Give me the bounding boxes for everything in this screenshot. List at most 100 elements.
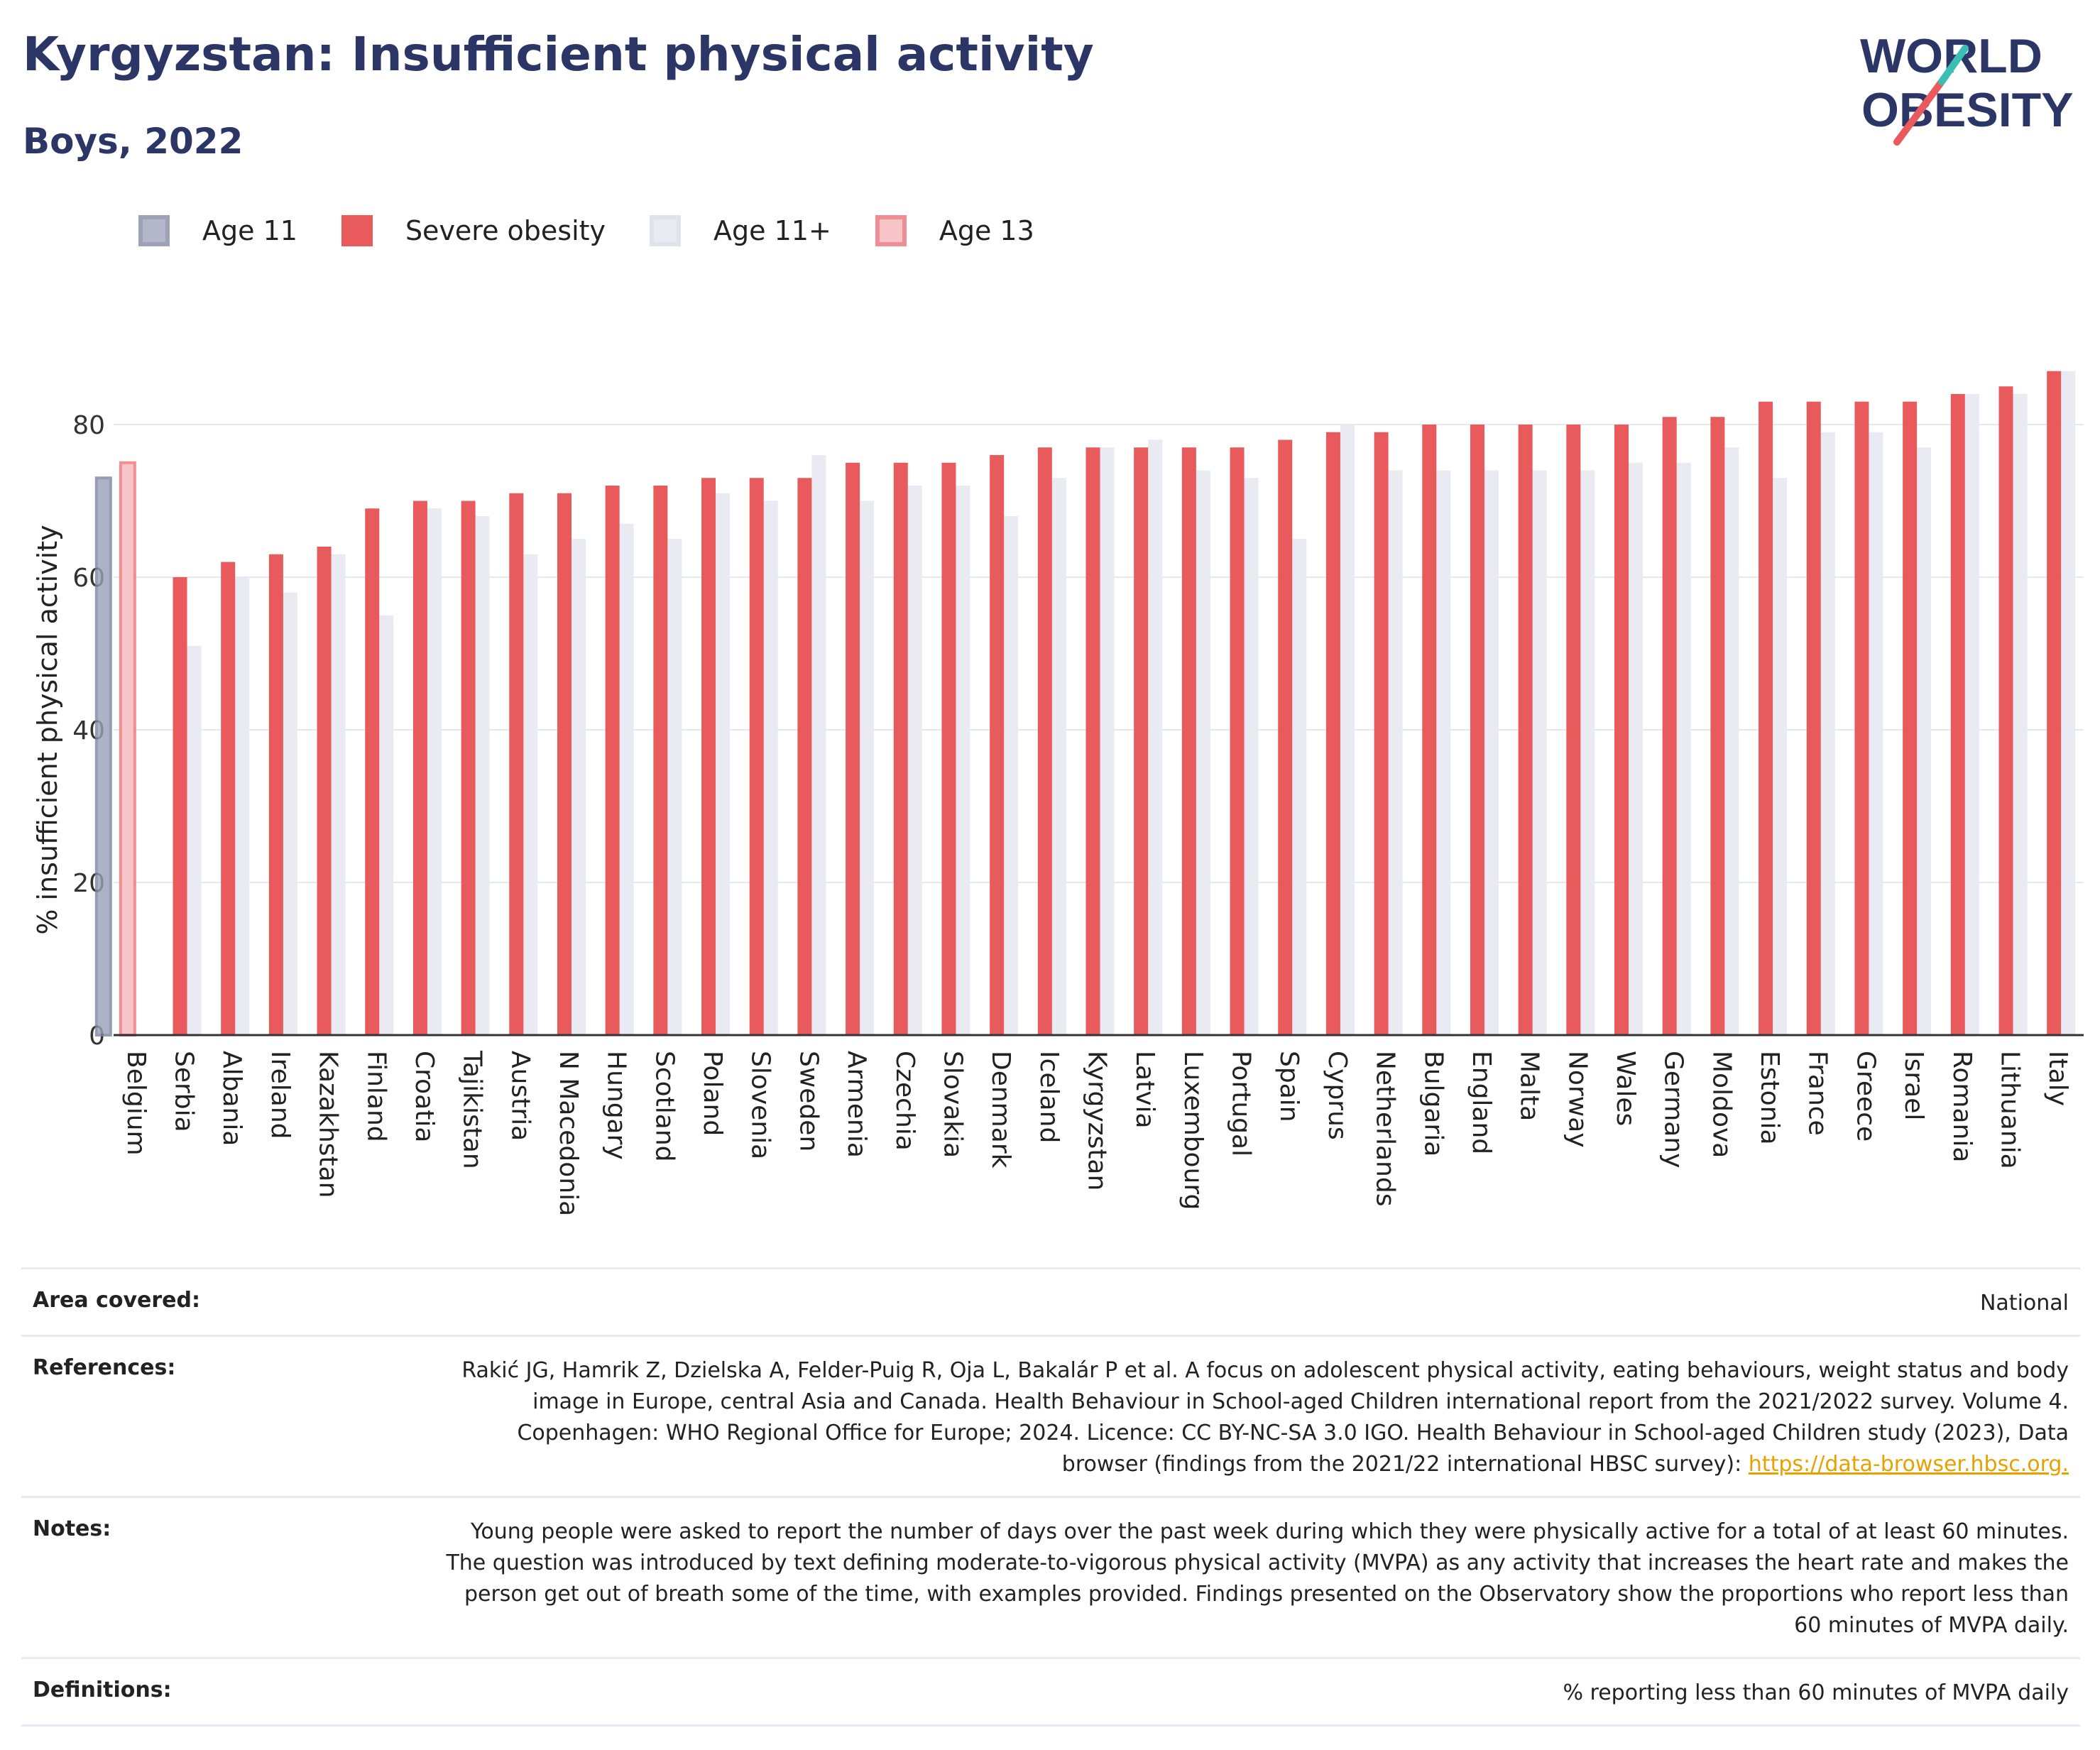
bar-age-11-plus — [811, 455, 826, 1035]
x-tick-label: Malta — [1515, 1051, 1544, 1121]
bar-age-11-plus — [427, 508, 442, 1035]
x-tick-label: Hungary — [602, 1051, 631, 1160]
bar-severe-obesity — [1518, 425, 1533, 1035]
legend-item-severe-obesity[interactable]: Severe obesity — [341, 215, 606, 246]
x-tick-label: Czechia — [890, 1051, 919, 1151]
bar-severe-obesity — [1181, 447, 1196, 1035]
bar-severe-obesity — [1950, 394, 1965, 1035]
bar-age-11-plus — [1436, 470, 1451, 1035]
x-tick-label: Greece — [1851, 1051, 1880, 1142]
bar-severe-obesity — [797, 478, 812, 1035]
bar-age-11-plus — [1484, 470, 1499, 1035]
info-row-area: Area covered: National — [21, 1267, 2080, 1335]
bar-age-11-plus — [1388, 470, 1403, 1035]
x-tick-label: Lithuania — [1995, 1051, 2024, 1169]
notes-value: Young people were asked to report the nu… — [446, 1519, 2069, 1638]
bar-severe-obesity — [1566, 425, 1581, 1035]
bar-age-11-plus — [1629, 462, 1644, 1035]
x-tick-label: Serbia — [170, 1051, 199, 1132]
bar-age-11-plus — [1292, 539, 1307, 1035]
bar-age-11-plus — [1051, 478, 1066, 1035]
bar-chart: 020406080% insufficient physical activit… — [32, 371, 2084, 1216]
x-tick-label: Italy — [2043, 1051, 2072, 1106]
bar-age-11-plus — [331, 554, 346, 1035]
references-link[interactable]: https://data-browser.hbsc.org. — [1748, 1452, 2069, 1477]
bar-severe-obesity — [990, 455, 1005, 1035]
legend-label: Age 13 — [939, 215, 1034, 246]
x-tick-label: Poland — [698, 1051, 727, 1136]
x-tick-label: Scotland — [650, 1051, 679, 1162]
bar-severe-obesity — [893, 462, 908, 1035]
bar-severe-obesity — [1759, 401, 1773, 1035]
bar-age-11-plus — [956, 486, 970, 1035]
bar-age-11-plus — [1340, 425, 1355, 1035]
bar-severe-obesity — [173, 577, 187, 1035]
bar-severe-obesity — [317, 547, 332, 1035]
bar-age-11-plus — [716, 493, 731, 1035]
bar-age-11-plus — [1820, 432, 1835, 1035]
legend-item-age-11[interactable]: Age 11 — [138, 215, 297, 246]
x-tick-label: Luxembourg — [1178, 1051, 1208, 1210]
x-tick-label: Netherlands — [1371, 1051, 1400, 1206]
bar-age-11-plus — [1773, 478, 1788, 1035]
x-tick-label: Cyprus — [1323, 1051, 1352, 1140]
bar-age-11-plus — [1676, 462, 1691, 1035]
bar-age-11-plus — [1148, 439, 1163, 1035]
definitions-label: Definitions: — [33, 1678, 172, 1702]
x-tick-label: Slovakia — [938, 1051, 967, 1158]
x-tick-label: N Macedonia — [554, 1051, 583, 1216]
bar-age-11 — [94, 476, 112, 1037]
bar-age-11-plus — [475, 516, 490, 1035]
bar-severe-obesity — [1230, 447, 1245, 1035]
x-tick-label: Portugal — [1227, 1051, 1256, 1156]
bar-severe-obesity — [461, 501, 476, 1035]
references-text: Rakić JG, Hamrik Z, Dzielska A, Felder-P… — [461, 1358, 2069, 1477]
bar-age-11-plus — [187, 645, 202, 1035]
bar-age-11-plus — [379, 615, 394, 1035]
x-tick-label: Slovenia — [746, 1051, 775, 1159]
legend-label: Age 11+ — [713, 215, 831, 246]
bar-age-11-plus — [1004, 516, 1019, 1035]
bar-age-11-plus — [1869, 432, 1883, 1035]
y-axis-label: % insufficient physical activity — [32, 525, 63, 934]
bar-severe-obesity — [605, 486, 620, 1035]
x-tick-label: Israel — [1899, 1051, 1928, 1120]
bar-age-11-plus — [907, 486, 922, 1035]
bar-severe-obesity — [412, 501, 427, 1035]
bar-severe-obesity — [1662, 417, 1677, 1035]
bar-age-11-plus — [1532, 470, 1547, 1035]
bar-severe-obesity — [846, 462, 860, 1035]
world-obesity-logo: WORLD OBESITY — [1860, 29, 2074, 146]
bar-severe-obesity — [1998, 386, 2013, 1035]
bar-severe-obesity — [1614, 425, 1629, 1035]
bar-severe-obesity — [1470, 425, 1484, 1035]
bar-age-11-plus — [1917, 447, 1932, 1035]
info-row-references: References: Rakić JG, Hamrik Z, Dzielska… — [21, 1335, 2080, 1496]
legend-label: Severe obesity — [405, 215, 606, 246]
bar-age-11-plus — [1196, 470, 1210, 1035]
info-row-notes: Notes: Young people were asked to report… — [21, 1496, 2080, 1657]
x-tick-label: Norway — [1563, 1051, 1592, 1148]
legend-item-age-11-plus[interactable]: Age 11+ — [650, 215, 831, 246]
legend-item-age-13[interactable]: Age 13 — [875, 215, 1034, 246]
bar-severe-obesity — [2047, 371, 2062, 1035]
bar-age-11-plus — [619, 523, 634, 1035]
bar-severe-obesity — [557, 493, 572, 1035]
bar-age-11-plus — [860, 501, 875, 1035]
bar-age-11-plus — [235, 577, 250, 1035]
bar-severe-obesity — [653, 486, 668, 1035]
chart-legend: Age 11 Severe obesity Age 11+ Age 13 — [138, 206, 1078, 256]
bar-age-11-plus — [2061, 371, 2076, 1035]
bar-age-13 — [119, 461, 136, 1037]
x-tick-label: Kazakhstan — [314, 1051, 343, 1198]
x-tick-label: Croatia — [410, 1051, 439, 1142]
bar-age-11-plus — [523, 554, 538, 1035]
x-tick-label: England — [1467, 1051, 1496, 1154]
bar-age-11-plus — [283, 592, 297, 1035]
x-tick-label: Austria — [505, 1051, 535, 1141]
x-tick-label: Sweden — [794, 1051, 823, 1152]
legend-label: Age 11 — [202, 215, 297, 246]
bar-severe-obesity — [1134, 447, 1149, 1035]
definitions-value: % reporting less than 60 minutes of MVPA… — [1563, 1680, 2069, 1705]
x-tick-label: Estonia — [1755, 1051, 1784, 1145]
